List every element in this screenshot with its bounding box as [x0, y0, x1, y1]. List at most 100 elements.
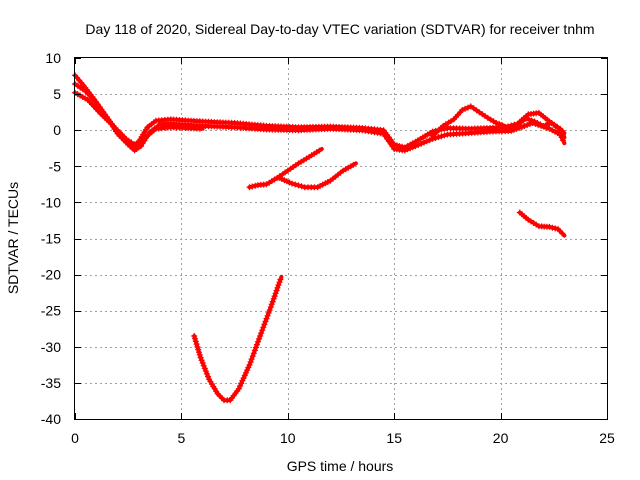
x-tick-label: 10 — [280, 430, 296, 446]
data-point — [256, 335, 263, 342]
data-point — [194, 343, 201, 350]
data-point — [540, 122, 547, 129]
data-point — [404, 146, 411, 153]
data-point — [295, 182, 302, 189]
data-point — [260, 324, 267, 331]
data-point — [499, 121, 505, 128]
data-point — [423, 138, 430, 145]
y-tick-label: -30 — [41, 339, 61, 355]
data-point — [200, 362, 207, 369]
data-point — [196, 349, 202, 356]
data-point — [292, 181, 299, 188]
data-point — [559, 230, 566, 237]
data-point — [263, 315, 270, 322]
data-point — [235, 385, 242, 392]
data-point — [192, 338, 199, 345]
data-point — [465, 104, 471, 111]
data-point — [193, 341, 200, 348]
data-point — [523, 115, 530, 122]
data-point — [462, 105, 469, 112]
data-point — [195, 346, 202, 353]
data-series — [72, 72, 567, 404]
data-point — [426, 137, 433, 144]
series-track-morning-bump — [429, 103, 507, 139]
data-point — [275, 282, 282, 288]
y-tick-label: -35 — [41, 375, 61, 391]
data-point — [240, 375, 247, 382]
data-point — [350, 161, 357, 168]
data-point — [268, 301, 275, 308]
series-track-main-b — [72, 81, 567, 154]
data-point — [199, 360, 206, 366]
data-point — [546, 223, 553, 230]
data-point — [543, 121, 549, 128]
x-tick-label: 15 — [386, 430, 402, 446]
data-point — [401, 147, 408, 154]
data-point — [412, 143, 419, 150]
y-tick-label: -5 — [49, 158, 62, 174]
data-point — [521, 123, 528, 129]
data-point — [549, 224, 556, 231]
data-point — [257, 333, 264, 339]
data-point — [557, 131, 564, 138]
data-point — [524, 122, 531, 128]
series-track-dip — [191, 274, 284, 404]
data-point — [262, 318, 269, 325]
data-point — [261, 321, 268, 328]
data-point — [409, 144, 416, 151]
data-point — [552, 225, 559, 232]
data-point — [264, 312, 271, 319]
data-point — [277, 276, 284, 283]
data-point — [258, 330, 265, 337]
data-point — [421, 139, 427, 146]
data-point — [559, 127, 566, 134]
plot-frame — [74, 57, 608, 420]
data-point — [289, 180, 296, 187]
axis-ticks — [75, 58, 608, 420]
data-point — [316, 147, 323, 154]
x-tick-label: 25 — [599, 430, 615, 446]
data-point — [506, 124, 513, 131]
data-point — [202, 368, 209, 375]
y-tick-label: 0 — [53, 122, 61, 138]
data-point — [255, 338, 261, 345]
data-point — [271, 293, 278, 300]
data-point — [198, 357, 205, 364]
data-point — [459, 107, 466, 113]
data-point — [509, 123, 516, 130]
y-tick-label: 5 — [53, 86, 61, 102]
series-track-mid-rise — [246, 147, 324, 191]
data-point — [203, 370, 210, 377]
data-point — [246, 184, 253, 191]
data-point — [252, 182, 259, 189]
y-axis-label: SDTVAR / TECUs — [5, 182, 21, 294]
series-track-evening-loop — [504, 115, 567, 136]
data-point — [265, 309, 272, 316]
data-point — [418, 140, 425, 147]
data-point — [493, 120, 500, 126]
data-point — [298, 183, 305, 190]
data-point — [274, 284, 281, 291]
series-track-late-decline — [516, 209, 567, 238]
x-tick-label: 0 — [71, 430, 79, 446]
y-tick-label: -40 — [41, 411, 61, 427]
data-point — [252, 344, 259, 351]
series-track-mid-arc — [276, 161, 358, 191]
data-point — [192, 335, 198, 342]
data-point — [269, 298, 276, 305]
y-tick-label: -10 — [41, 194, 61, 210]
data-point — [276, 279, 283, 286]
data-point — [272, 290, 279, 297]
data-point — [253, 341, 260, 348]
data-point — [247, 359, 254, 365]
y-tick-label: -20 — [41, 267, 61, 283]
data-point — [273, 287, 280, 294]
data-point — [270, 295, 277, 302]
x-tick-label: 20 — [493, 430, 509, 446]
chart-title: Day 118 of 2020, Sidereal Day-to-day VTE… — [85, 21, 594, 37]
data-point — [205, 373, 211, 380]
y-tick-label: 10 — [45, 50, 61, 66]
data-point — [516, 124, 523, 131]
data-point — [196, 351, 203, 358]
